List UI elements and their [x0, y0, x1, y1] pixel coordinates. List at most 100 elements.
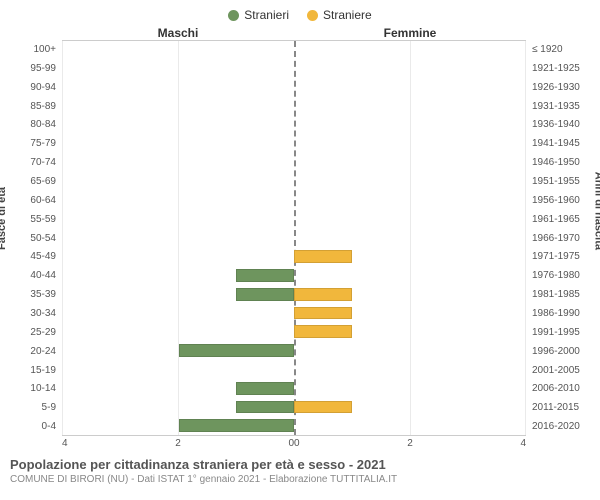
- bar-female: [294, 401, 352, 414]
- y-left-tick: 90-94: [4, 78, 56, 97]
- footer: Popolazione per cittadinanza straniera p…: [0, 449, 600, 485]
- y-right-tick: 1926-1930: [532, 78, 596, 97]
- y-right-tick: 1981-1985: [532, 285, 596, 304]
- y-left-tick: 0-4: [4, 417, 56, 436]
- bar-male: [236, 269, 294, 282]
- y-right-axis-title: Anni di nascita: [592, 172, 600, 250]
- bar-row: [63, 341, 525, 360]
- bar-row: [63, 191, 525, 210]
- bar-female: [294, 325, 352, 338]
- bar-row: [63, 116, 525, 135]
- y-left-axis: 100+95-9990-9485-8980-8475-7970-7465-696…: [4, 40, 62, 436]
- y-right-tick: 2016-2020: [532, 417, 596, 436]
- bar-row: [63, 247, 525, 266]
- y-right-tick: 1986-1990: [532, 304, 596, 323]
- bar-row: [63, 304, 525, 323]
- x-tick: 2: [175, 438, 181, 449]
- bar-row: [63, 41, 525, 60]
- bar-female: [294, 250, 352, 263]
- x-tick: 2: [407, 438, 413, 449]
- y-left-tick: 60-64: [4, 191, 56, 210]
- bar-row: [63, 285, 525, 304]
- y-left-tick: 5-9: [4, 398, 56, 417]
- bar-row: [63, 322, 525, 341]
- bar-male: [236, 382, 294, 395]
- legend: Stranieri Straniere: [0, 0, 600, 26]
- y-right-tick: 1931-1935: [532, 97, 596, 116]
- y-left-axis-title: Fasce di età: [0, 187, 8, 250]
- bar-male: [179, 344, 295, 357]
- y-left-tick: 80-84: [4, 115, 56, 134]
- y-right-tick: 1996-2000: [532, 342, 596, 361]
- bar-row: [63, 379, 525, 398]
- y-left-tick: 40-44: [4, 266, 56, 285]
- bar-row: [63, 210, 525, 229]
- legend-item: Stranieri: [228, 8, 289, 22]
- bar-row: [63, 266, 525, 285]
- bar-row: [63, 79, 525, 98]
- chart-area: 100+95-9990-9485-8980-8475-7970-7465-696…: [0, 40, 600, 436]
- y-left-tick: 15-19: [4, 361, 56, 380]
- y-right-axis: ≤ 19201921-19251926-19301931-19351936-19…: [526, 40, 596, 436]
- y-left-tick: 30-34: [4, 304, 56, 323]
- bar-female: [294, 307, 352, 320]
- y-right-tick: ≤ 1920: [532, 40, 596, 59]
- y-right-tick: 1971-1975: [532, 247, 596, 266]
- y-right-tick: 1976-1980: [532, 266, 596, 285]
- bar-row: [63, 360, 525, 379]
- y-left-tick: 100+: [4, 40, 56, 59]
- header-male: Maschi: [62, 26, 294, 40]
- y-left-tick: 10-14: [4, 379, 56, 398]
- bar-row: [63, 398, 525, 417]
- legend-item: Straniere: [307, 8, 372, 22]
- y-right-tick: 2006-2010: [532, 379, 596, 398]
- y-left-tick: 50-54: [4, 229, 56, 248]
- bar-rows: [63, 41, 525, 435]
- x-axis-left: 024: [62, 438, 294, 449]
- y-left-tick: 65-69: [4, 172, 56, 191]
- bar-row: [63, 97, 525, 116]
- chart-subtitle: COMUNE DI BIRORI (NU) - Dati ISTAT 1° ge…: [10, 474, 590, 485]
- y-left-tick: 35-39: [4, 285, 56, 304]
- y-right-tick: 1956-1960: [532, 191, 596, 210]
- y-left-tick: 85-89: [4, 97, 56, 116]
- y-left-tick: 70-74: [4, 153, 56, 172]
- x-tick: 4: [62, 438, 68, 449]
- x-axes: 024 024: [0, 436, 600, 449]
- y-right-tick: 1936-1940: [532, 115, 596, 134]
- y-right-tick: 2001-2005: [532, 361, 596, 380]
- y-left-tick: 75-79: [4, 134, 56, 153]
- bar-row: [63, 172, 525, 191]
- y-left-tick: 55-59: [4, 210, 56, 229]
- legend-swatch: [307, 10, 318, 21]
- y-left-tick: 45-49: [4, 247, 56, 266]
- y-right-tick: 1951-1955: [532, 172, 596, 191]
- bar-row: [63, 229, 525, 248]
- column-headers: Maschi Femmine: [0, 26, 600, 40]
- y-left-tick: 95-99: [4, 59, 56, 78]
- y-right-tick: 1941-1945: [532, 134, 596, 153]
- legend-swatch: [228, 10, 239, 21]
- bar-male: [236, 401, 294, 414]
- y-right-tick: 1991-1995: [532, 323, 596, 342]
- bar-male: [179, 419, 295, 432]
- header-female: Femmine: [294, 26, 526, 40]
- plot: [62, 40, 526, 436]
- chart-title: Popolazione per cittadinanza straniera p…: [10, 457, 590, 472]
- y-right-tick: 2011-2015: [532, 398, 596, 417]
- bar-male: [236, 288, 294, 301]
- x-axis-right: 024: [294, 438, 526, 449]
- y-right-tick: 1966-1970: [532, 229, 596, 248]
- y-right-tick: 1946-1950: [532, 153, 596, 172]
- y-right-tick: 1921-1925: [532, 59, 596, 78]
- y-right-tick: 1961-1965: [532, 210, 596, 229]
- x-tick: 0: [294, 438, 300, 449]
- bar-row: [63, 135, 525, 154]
- chart-container: Fasce di età Anni di nascita StranieriSt…: [0, 0, 600, 500]
- legend-label: Straniere: [323, 8, 372, 22]
- bar-row: [63, 416, 525, 435]
- bar-female: [294, 288, 352, 301]
- y-left-tick: 20-24: [4, 342, 56, 361]
- bar-row: [63, 60, 525, 79]
- bar-row: [63, 154, 525, 173]
